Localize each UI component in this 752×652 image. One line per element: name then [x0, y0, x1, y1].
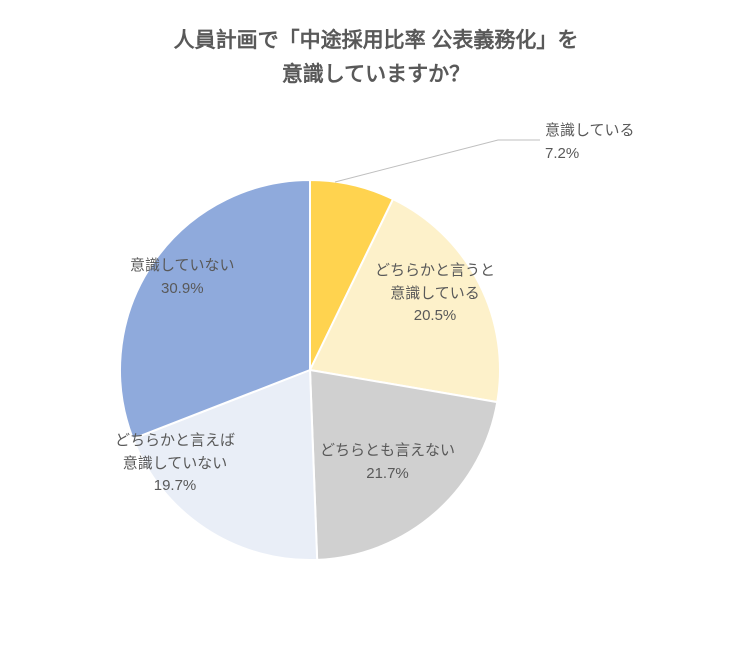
slice-label: どちらかと言えば意識していない19.7%: [115, 430, 235, 498]
pie-svg: [0, 120, 752, 640]
slice-label: 意識していない30.9%: [130, 255, 235, 300]
slice-label: どちらとも言えない21.7%: [320, 440, 455, 485]
slice-label: どちらかと言うと意識している20.5%: [375, 260, 495, 328]
leader-line: [335, 140, 540, 182]
chart-title: 人員計画で「中途採用比率 公表義務化」を 意識していますか？: [0, 0, 752, 91]
pie-chart: 意識している7.2% どちらかと言うと意識している20.5% どちらとも言えない21…: [0, 120, 752, 640]
slice-label: 意識している7.2%: [545, 120, 635, 165]
title-line-1: 人員計画で「中途採用比率 公表義務化」を: [174, 29, 579, 52]
title-line-2: 意識していますか？: [282, 63, 470, 86]
